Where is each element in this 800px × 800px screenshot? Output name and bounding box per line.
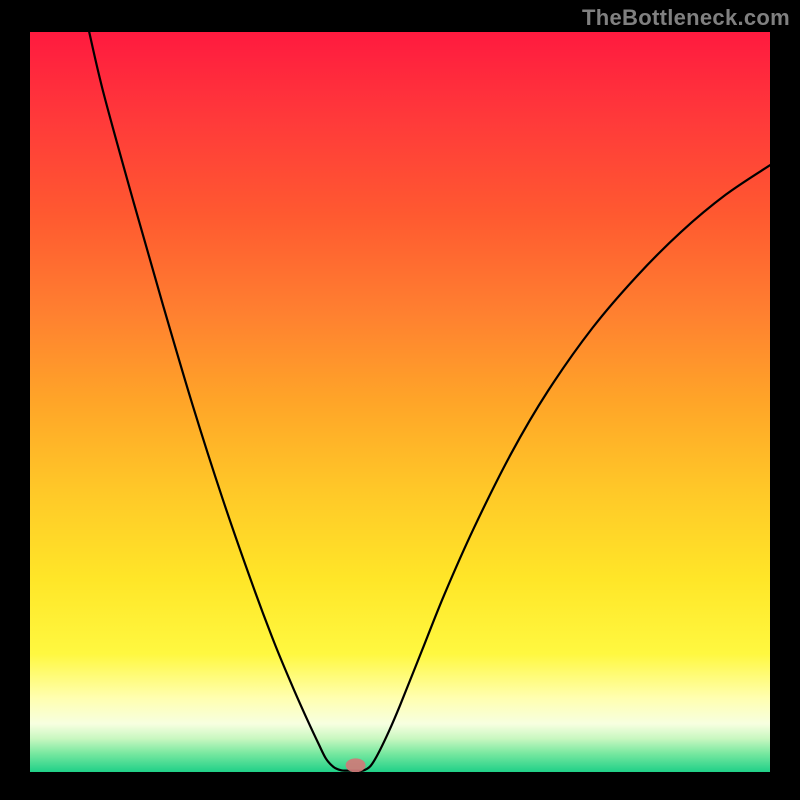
chart-canvas: TheBottleneck.com (0, 0, 800, 800)
plot-svg (0, 0, 800, 800)
plot-background (30, 32, 770, 772)
minimum-marker (346, 758, 366, 772)
watermark-text: TheBottleneck.com (582, 5, 790, 31)
